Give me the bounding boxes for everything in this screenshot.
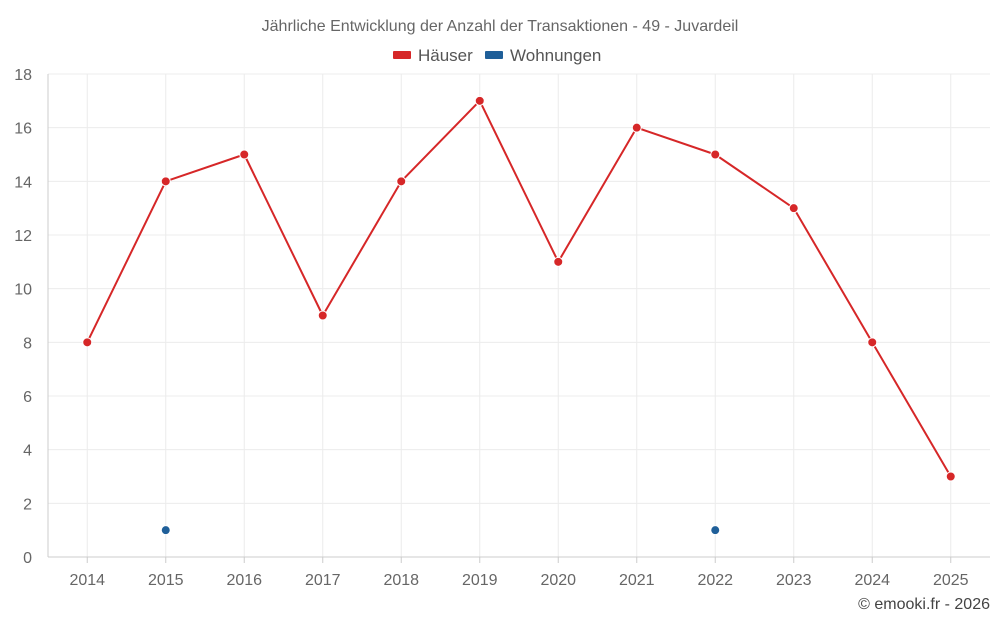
data-point-haeuser-2015[interactable] (160, 176, 171, 187)
axes: 0 2 4 6 8 10 12 14 16 18 2014 2015 2016 2017 2018 2019 2… (14, 67, 990, 589)
legend-label-haeuser: Häuser (418, 46, 473, 65)
x-tick-label: 2023 (776, 572, 812, 589)
grid (48, 73, 990, 557)
legend-swatch-wohnungen (485, 51, 503, 59)
data-point-haeuser-2022[interactable] (710, 149, 721, 160)
legend[interactable]: Häuser Wohnungen (393, 46, 601, 65)
y-tick-label: 6 (23, 389, 32, 406)
x-tick-label: 2019 (462, 572, 498, 589)
data-point-haeuser-2017[interactable] (317, 310, 328, 321)
y-tick-label: 14 (14, 174, 32, 191)
data-point-haeuser-2023[interactable] (788, 203, 799, 214)
x-tick-label: 2016 (226, 572, 262, 589)
y-tick-label: 0 (23, 550, 32, 567)
series (82, 95, 956, 536)
series-haeuser (82, 95, 956, 482)
x-tick-label: 2025 (933, 572, 969, 589)
y-tick-label: 2 (23, 496, 32, 513)
x-tick-label: 2014 (69, 572, 105, 589)
data-point-wohnungen-2015[interactable] (160, 525, 171, 536)
series-wohnungen (160, 525, 721, 536)
legend-item-wohnungen[interactable]: Wohnungen (485, 46, 601, 65)
data-point-haeuser-2014[interactable] (82, 337, 93, 348)
y-tick-label: 12 (14, 228, 32, 245)
legend-swatch-haeuser (393, 51, 411, 59)
data-point-wohnungen-2022[interactable] (710, 525, 721, 536)
data-point-haeuser-2019[interactable] (474, 95, 485, 106)
x-tick-label: 2015 (148, 572, 184, 589)
legend-label-wohnungen: Wohnungen (510, 46, 601, 65)
data-point-haeuser-2024[interactable] (867, 337, 878, 348)
y-tick-label: 18 (14, 67, 32, 84)
legend-item-haeuser[interactable]: Häuser (393, 46, 473, 65)
y-tick-label: 8 (23, 335, 32, 352)
y-tick-label: 10 (14, 282, 32, 299)
y-tick-label: 16 (14, 121, 32, 138)
data-point-haeuser-2018[interactable] (396, 176, 407, 187)
data-point-haeuser-2020[interactable] (553, 256, 564, 267)
x-tick-label: 2024 (854, 572, 890, 589)
x-tick-label: 2018 (383, 572, 419, 589)
y-tick-label: 4 (23, 443, 32, 460)
chart-title: Jährliche Entwicklung der Anzahl der Tra… (262, 18, 739, 35)
data-point-haeuser-2025[interactable] (945, 471, 956, 482)
series-line-haeuser (86, 99, 952, 478)
x-tick-label: 2020 (540, 572, 576, 589)
data-point-haeuser-2016[interactable] (239, 149, 250, 160)
x-tick-label: 2021 (619, 572, 655, 589)
data-point-haeuser-2021[interactable] (631, 122, 642, 133)
x-tick-label: 2022 (697, 572, 733, 589)
x-tick-label: 2017 (305, 572, 341, 589)
credit-text: © emooki.fr - 2026 (858, 596, 990, 613)
